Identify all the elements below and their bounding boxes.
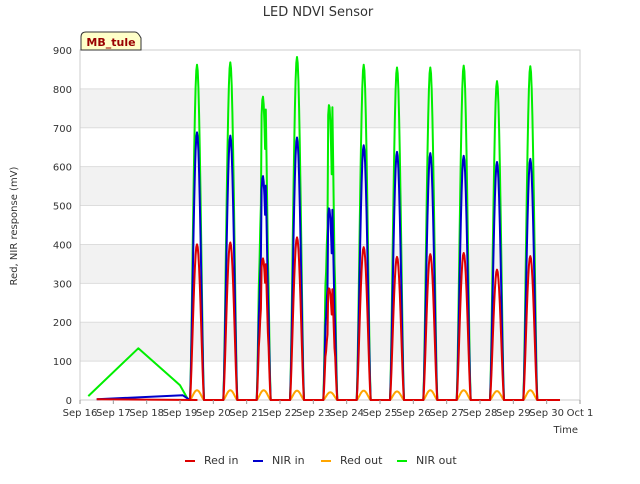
grid-band bbox=[80, 322, 580, 362]
y-tick-label: 500 bbox=[53, 202, 72, 213]
series-line bbox=[96, 131, 560, 401]
y-tick-label: 600 bbox=[53, 163, 72, 174]
x-tick-label: Sep 26 bbox=[396, 408, 431, 419]
series-line bbox=[96, 236, 560, 401]
legend-item: Red in bbox=[185, 454, 238, 467]
legend-label: NIR out bbox=[416, 454, 457, 467]
grid-band bbox=[80, 361, 580, 400]
y-tick-label: 300 bbox=[53, 279, 72, 290]
y-axis-label: Red, NIR response (mV) bbox=[9, 166, 20, 285]
x-tick-label: Sep 18 bbox=[129, 408, 164, 419]
x-tick-label: Sep 22 bbox=[263, 408, 298, 419]
y-tick-label: 900 bbox=[53, 46, 72, 57]
x-tick-label: Sep 19 bbox=[163, 408, 198, 419]
legend-item: NIR out bbox=[397, 454, 457, 467]
y-tick-label: 200 bbox=[53, 318, 72, 329]
y-tick-label: 100 bbox=[53, 357, 72, 368]
x-tick-label: Sep 27 bbox=[429, 408, 464, 419]
grid-band bbox=[80, 50, 580, 89]
y-tick-label: 700 bbox=[53, 124, 72, 135]
site-label-text: MB_tule bbox=[86, 36, 135, 49]
site-label-box bbox=[80, 31, 142, 51]
grid-band bbox=[80, 244, 580, 284]
legend-item: Red out bbox=[321, 454, 383, 467]
x-tick-label: Sep 21 bbox=[229, 408, 264, 419]
legend-label: NIR in bbox=[272, 454, 305, 467]
legend: Red in NIR in Red out NIR out bbox=[185, 454, 457, 467]
series-red-out bbox=[189, 389, 560, 401]
x-tick-label: Sep 30 bbox=[529, 408, 564, 419]
chart-title: LED NDVI Sensor bbox=[263, 5, 374, 20]
x-tick-label: Sep 16 bbox=[63, 408, 98, 419]
x-tick-label: Sep 20 bbox=[196, 408, 231, 419]
x-axis-label: Time bbox=[553, 425, 578, 436]
y-tick-label: 800 bbox=[53, 85, 72, 96]
x-tick-label: Sep 28 bbox=[463, 408, 498, 419]
y-tick-label: 400 bbox=[53, 240, 72, 251]
legend-label: Red out bbox=[340, 454, 383, 467]
grid-band bbox=[80, 166, 580, 206]
x-tick-label: Sep 24 bbox=[329, 408, 364, 419]
x-tick-label: Sep 23 bbox=[296, 408, 331, 419]
plot-frame bbox=[79, 49, 581, 401]
legend-label: Red in bbox=[204, 454, 238, 467]
site-label-badge: MB_tule bbox=[80, 31, 142, 51]
x-tick-label: Oct 1 bbox=[567, 408, 594, 419]
legend-item: NIR in bbox=[253, 454, 305, 467]
series-line bbox=[189, 389, 560, 401]
x-tick-label: Sep 25 bbox=[363, 408, 398, 419]
y-tick-label: 0 bbox=[66, 396, 72, 407]
series-layer bbox=[87, 56, 560, 401]
series-nir-in bbox=[96, 131, 560, 401]
x-tick-label: Sep 29 bbox=[496, 408, 531, 419]
y-axis-ticks: 0 100 200 300 400 500 600 700 800 900 bbox=[53, 46, 72, 407]
series-red-in bbox=[96, 236, 560, 401]
x-tick-label: Sep 17 bbox=[96, 408, 131, 419]
